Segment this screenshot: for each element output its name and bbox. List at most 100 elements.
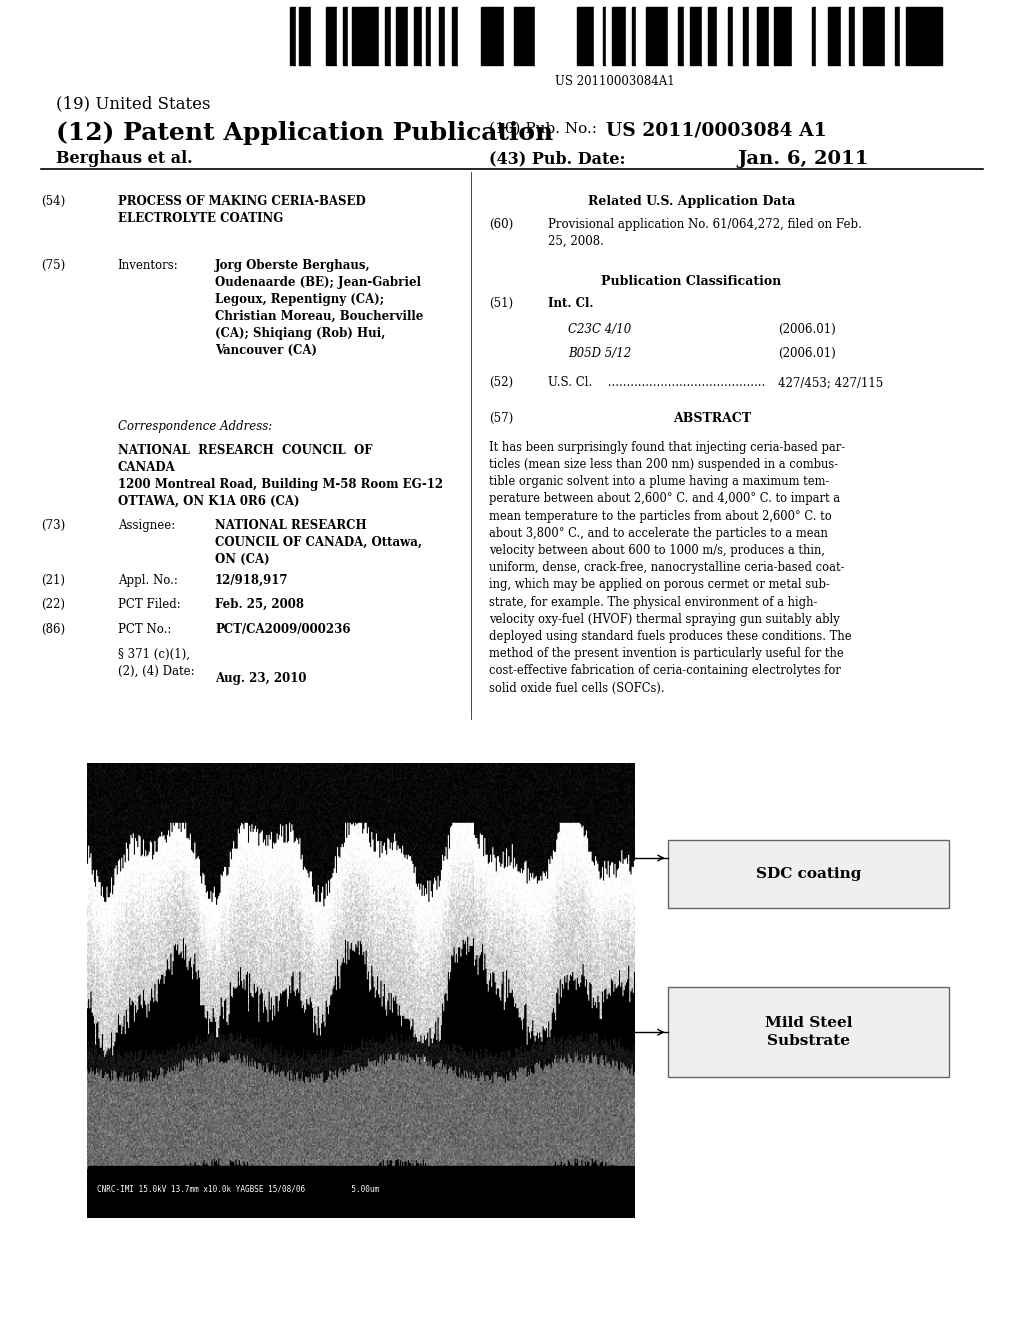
Bar xyxy=(481,7,489,65)
Bar xyxy=(493,7,498,65)
Bar xyxy=(895,7,900,65)
Bar xyxy=(471,7,475,65)
FancyBboxPatch shape xyxy=(668,840,949,908)
Text: Feb. 25, 2008: Feb. 25, 2008 xyxy=(215,598,304,611)
Bar xyxy=(743,7,749,65)
Bar xyxy=(547,7,552,65)
Bar xyxy=(348,7,352,65)
Text: ..........................................: ........................................… xyxy=(604,376,765,389)
Bar xyxy=(337,7,343,65)
Bar xyxy=(797,7,802,65)
Text: CNRC-IMI 15.0kV 13.7mm x10.0k YAGBSE 15/08/06          5.00um: CNRC-IMI 15.0kV 13.7mm x10.0k YAGBSE 15/… xyxy=(96,1184,379,1193)
Bar xyxy=(812,7,816,65)
Bar xyxy=(646,7,650,65)
Bar xyxy=(626,7,629,65)
Bar xyxy=(678,7,681,65)
Text: Correspondence Address:: Correspondence Address: xyxy=(118,420,272,433)
Text: Int. Cl.: Int. Cl. xyxy=(548,297,593,310)
Bar xyxy=(762,7,766,65)
Bar xyxy=(903,7,906,65)
Bar xyxy=(331,7,337,65)
Bar xyxy=(422,7,426,65)
Bar xyxy=(426,7,431,65)
Bar xyxy=(780,7,786,65)
Text: Related U.S. Application Data: Related U.S. Application Data xyxy=(588,195,795,209)
Bar xyxy=(408,7,414,65)
Bar xyxy=(855,7,863,65)
Bar xyxy=(740,7,743,65)
Bar xyxy=(828,7,834,65)
Bar xyxy=(538,7,543,65)
Bar xyxy=(885,7,889,65)
Bar xyxy=(311,7,317,65)
Bar xyxy=(375,7,379,65)
Bar xyxy=(931,7,939,65)
Bar xyxy=(650,7,658,65)
Bar xyxy=(923,7,931,65)
Bar xyxy=(445,7,452,65)
Bar xyxy=(749,7,757,65)
Bar xyxy=(717,7,722,65)
Bar xyxy=(305,7,311,65)
Bar xyxy=(452,7,458,65)
Text: PCT No.:: PCT No.: xyxy=(118,623,171,636)
Bar xyxy=(396,7,399,65)
Bar xyxy=(385,7,391,65)
Bar xyxy=(296,7,299,65)
Text: (86): (86) xyxy=(41,623,66,636)
Text: (2006.01): (2006.01) xyxy=(778,347,836,360)
Bar xyxy=(299,7,305,65)
Text: PCT/CA2009/000236: PCT/CA2009/000236 xyxy=(215,623,350,636)
Text: 427/453; 427/115: 427/453; 427/115 xyxy=(778,376,884,389)
Bar xyxy=(736,7,740,65)
Bar xyxy=(733,7,736,65)
Bar xyxy=(399,7,408,65)
Text: (75): (75) xyxy=(41,259,66,272)
Bar xyxy=(664,7,668,65)
Text: ABSTRACT: ABSTRACT xyxy=(673,412,751,425)
FancyBboxPatch shape xyxy=(668,987,949,1077)
Bar xyxy=(877,7,885,65)
Bar xyxy=(543,7,547,65)
Text: (73): (73) xyxy=(41,519,66,532)
Text: Appl. No.:: Appl. No.: xyxy=(118,574,177,587)
Bar xyxy=(889,7,895,65)
Text: 12/918,917: 12/918,917 xyxy=(215,574,289,587)
Bar xyxy=(535,7,538,65)
Bar xyxy=(629,7,632,65)
Text: B05D 5/12: B05D 5/12 xyxy=(568,347,632,360)
Bar xyxy=(463,7,471,65)
Bar xyxy=(577,7,581,65)
Bar xyxy=(439,7,445,65)
Bar xyxy=(668,7,672,65)
Bar xyxy=(906,7,914,65)
Bar xyxy=(369,7,375,65)
Bar xyxy=(807,7,812,65)
Bar xyxy=(552,7,560,65)
Text: C23C 4/10: C23C 4/10 xyxy=(568,323,632,337)
Bar xyxy=(786,7,792,65)
Bar xyxy=(757,7,762,65)
Bar xyxy=(769,7,774,65)
Bar xyxy=(690,7,694,65)
Bar xyxy=(475,7,481,65)
Text: Inventors:: Inventors: xyxy=(118,259,178,272)
Text: Provisional application No. 61/064,272, filed on Feb.
25, 2008.: Provisional application No. 61/064,272, … xyxy=(548,218,862,248)
Bar xyxy=(525,7,528,65)
Text: US 20110003084A1: US 20110003084A1 xyxy=(555,75,674,88)
Bar xyxy=(317,7,326,65)
Bar xyxy=(714,7,717,65)
Bar xyxy=(636,7,642,65)
Text: (51): (51) xyxy=(489,297,514,310)
Bar xyxy=(824,7,828,65)
Bar xyxy=(431,7,434,65)
Bar xyxy=(360,7,369,65)
Bar xyxy=(900,7,903,65)
Bar xyxy=(684,7,690,65)
Bar xyxy=(326,7,331,65)
Bar xyxy=(584,7,589,65)
Bar xyxy=(599,7,603,65)
Text: US 2011/0003084 A1: US 2011/0003084 A1 xyxy=(606,121,827,140)
Text: Publication Classification: Publication Classification xyxy=(601,275,781,288)
Text: Assignee:: Assignee: xyxy=(118,519,175,532)
